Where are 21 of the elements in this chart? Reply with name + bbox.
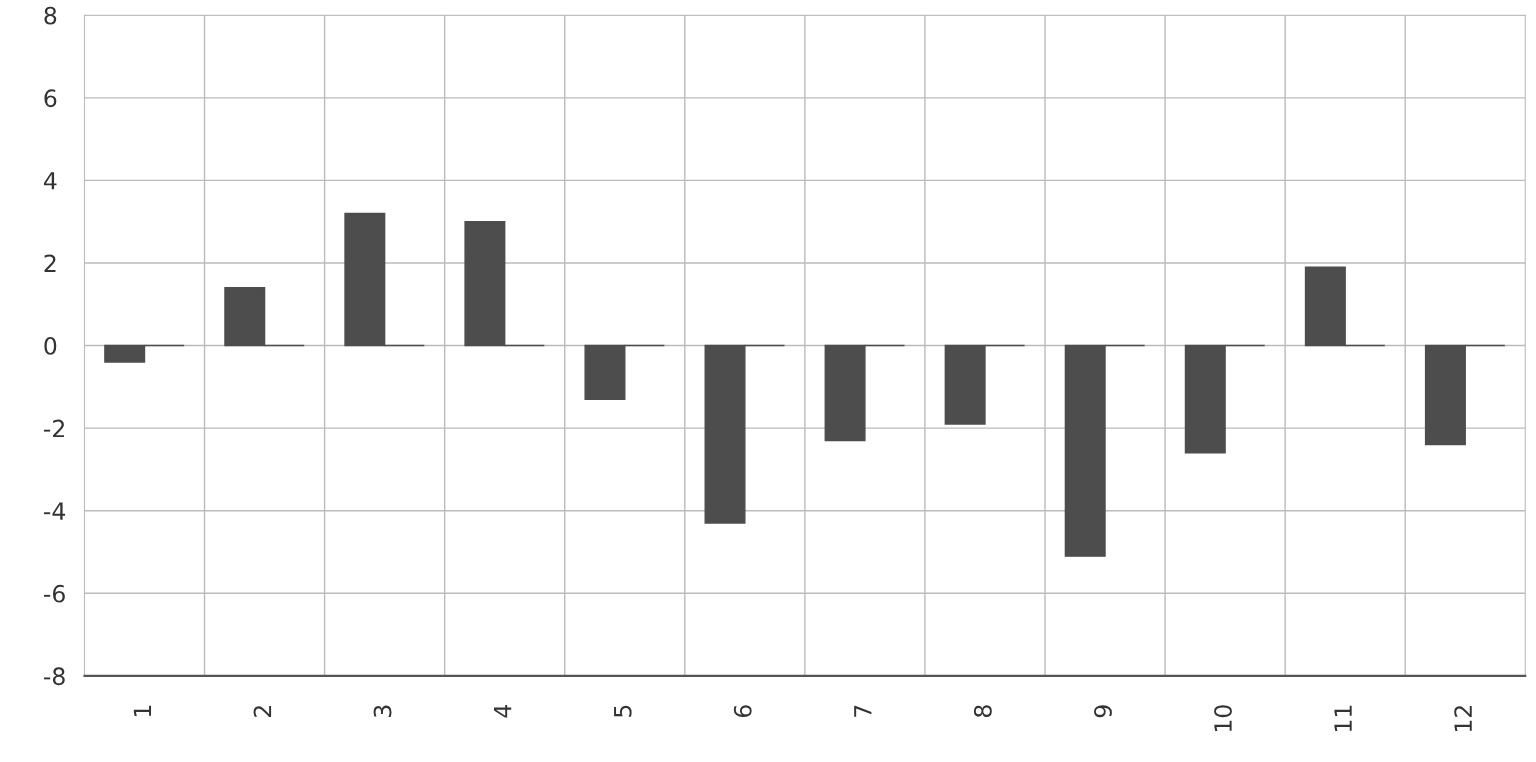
y-tick-label: 0 <box>44 337 57 355</box>
y-tick-label: -2 <box>43 419 64 438</box>
x-tick-label: 8 <box>973 705 992 718</box>
x-tick-label: 5 <box>614 705 632 717</box>
x-tick-label: 4 <box>494 705 512 718</box>
y-tick-label: 4 <box>43 172 57 190</box>
x-tick-label: 3 <box>373 705 392 717</box>
y-tick-label: -6 <box>43 584 65 603</box>
y-tick-label: 2 <box>44 254 56 272</box>
x-tick-label: 6 <box>733 705 752 718</box>
x-tick-label: 2 <box>253 706 272 717</box>
y-tick-label: -8 <box>43 667 65 686</box>
x-tick-label: 1 <box>133 705 152 717</box>
x-tick-label: 12 <box>1454 706 1472 732</box>
y-tick-label: 6 <box>44 89 57 108</box>
x-tick-label: 10 <box>1214 705 1232 732</box>
y-tick-label: -4 <box>43 502 66 520</box>
x-tick-label: 7 <box>854 705 872 717</box>
x-tick-label: 11 <box>1334 705 1352 732</box>
y-tick-label: 8 <box>44 6 57 25</box>
x-tick-label: 9 <box>1094 705 1112 718</box>
